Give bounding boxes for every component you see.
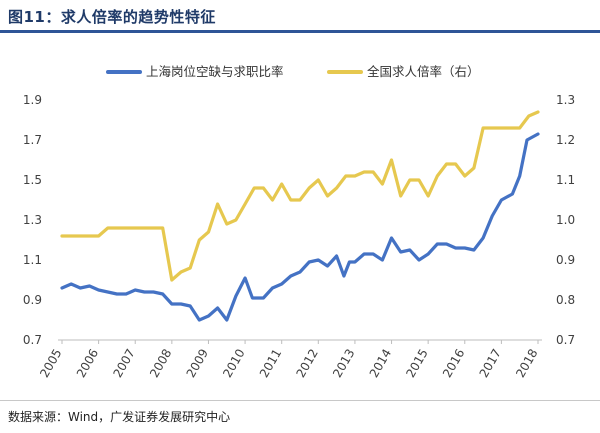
right-tick-label: 0.9 <box>556 253 575 267</box>
left-tick-label: 0.7 <box>23 333 42 347</box>
left-tick-label: 1.1 <box>23 253 42 267</box>
left-tick-label: 1.9 <box>23 93 42 107</box>
x-tick-label: 2006 <box>74 347 101 380</box>
legend: 上海岗位空缺与求职比率 全国求人倍率（右） <box>106 64 480 79</box>
right-tick-label: 1.0 <box>556 213 575 227</box>
x-tick-label: 2014 <box>367 347 394 380</box>
legend-label-shanghai: 上海岗位空缺与求职比率 <box>146 64 284 79</box>
left-axis-ticks: 0.7 0.9 1.1 1.3 1.5 1.7 1.9 <box>23 93 42 347</box>
x-tick-label: 2008 <box>147 347 174 380</box>
left-tick-label: 1.7 <box>23 133 42 147</box>
right-tick-label: 0.8 <box>556 293 575 307</box>
right-tick-label: 1.2 <box>556 133 575 147</box>
x-tick-label: 2015 <box>403 347 430 380</box>
x-tick-label: 2018 <box>513 347 540 380</box>
x-tick-label: 2017 <box>477 347 504 380</box>
left-tick-label: 1.5 <box>23 173 42 187</box>
series-lines <box>60 110 540 322</box>
source-note: 数据来源：Wind，广发证券发展研究中心 <box>8 410 231 424</box>
x-tick-label: 2012 <box>294 347 321 380</box>
source-divider <box>0 400 600 401</box>
x-tick-label: 2010 <box>220 347 247 380</box>
x-tick-label: 2013 <box>330 347 357 380</box>
x-tick-label: 2011 <box>257 347 284 380</box>
x-tick-label: 2009 <box>184 347 211 380</box>
left-tick-label: 1.3 <box>23 213 42 227</box>
series-line-shanghai <box>60 132 540 322</box>
right-tick-label: 1.1 <box>556 173 575 187</box>
series-line-national <box>60 110 540 282</box>
legend-label-national: 全国求人倍率（右） <box>367 64 480 79</box>
left-tick-label: 0.9 <box>23 293 42 307</box>
x-tick-label: 2007 <box>110 347 137 380</box>
right-tick-label: 1.3 <box>556 93 575 107</box>
x-tick-label: 2016 <box>440 347 467 380</box>
figure-title: 图11：求人倍率的趋势性特征 <box>8 8 216 26</box>
x-axis-ticks: 2005 2006 2007 2008 2009 2010 2011 2012 2013 2014… <box>37 340 541 380</box>
right-axis-ticks: 0.7 0.8 0.9 1.0 1.1 1.2 1.3 <box>556 93 575 347</box>
chart: 上海岗位空缺与求职比率 全国求人倍率（右） 0.7 0.9 1.1 1.3 1.5 1.7… <box>23 64 575 380</box>
x-tick-label: 2005 <box>37 347 64 380</box>
right-tick-label: 0.7 <box>556 333 575 347</box>
title-divider <box>0 30 600 33</box>
